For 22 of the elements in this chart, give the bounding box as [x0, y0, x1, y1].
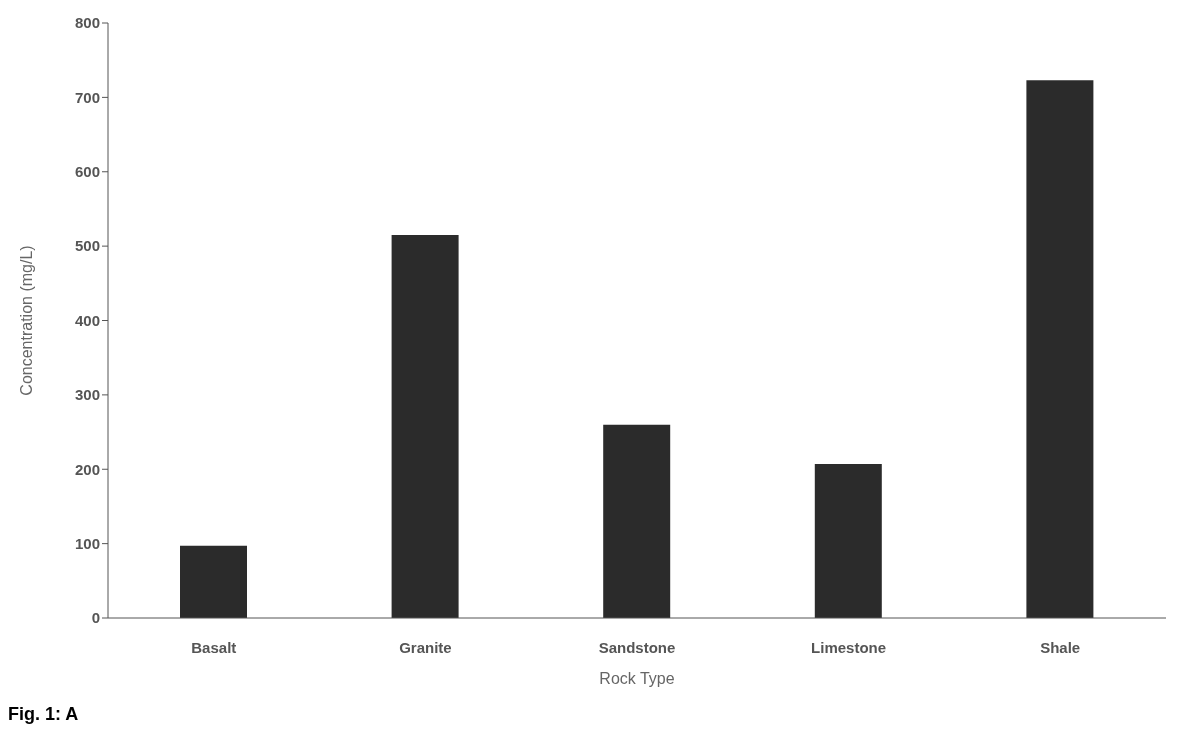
- bar: [391, 234, 459, 618]
- y-tick-label: 800: [74, 14, 100, 32]
- x-tick-label: Sandstone: [598, 638, 676, 656]
- x-tick-label: Shale: [1040, 638, 1081, 656]
- y-tick-label: 500: [74, 237, 100, 255]
- y-tick-label: 600: [74, 163, 100, 181]
- y-tick-label: 400: [74, 311, 100, 329]
- bar: [603, 424, 671, 618]
- x-tick-label: Granite: [399, 638, 452, 656]
- y-tick-label: 100: [74, 534, 100, 552]
- x-tick-label: Basalt: [191, 638, 237, 656]
- y-axis-title: Concentration (mg/L): [17, 245, 35, 396]
- y-tick-label: 300: [74, 386, 100, 404]
- bar: [1026, 80, 1094, 618]
- y-tick-label: 200: [74, 460, 100, 478]
- caption: Fig. 1: A: [8, 704, 79, 725]
- y-tick-label: 0: [91, 609, 100, 627]
- x-axis-title: Rock Type: [599, 670, 675, 687]
- bar: [180, 545, 247, 618]
- y-tick-label: 700: [74, 88, 100, 106]
- x-tick-label: Limestone: [811, 638, 887, 656]
- bar: [814, 464, 882, 618]
